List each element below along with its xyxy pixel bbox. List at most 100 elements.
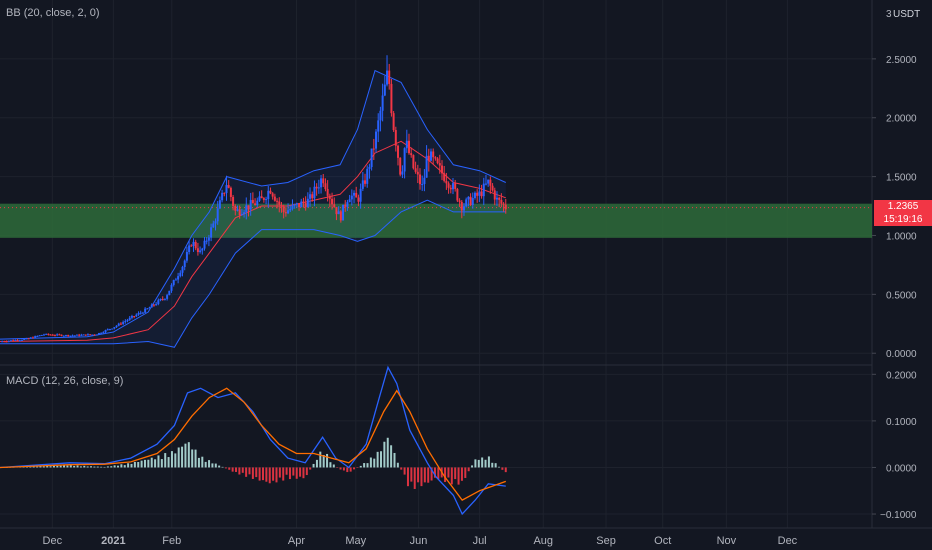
macd-histogram-bar bbox=[319, 451, 322, 468]
candle-body bbox=[144, 308, 147, 313]
candle-body bbox=[271, 193, 274, 197]
candle-body bbox=[36, 335, 39, 337]
candle-body bbox=[267, 190, 270, 200]
candle-body bbox=[278, 201, 281, 205]
candle-body bbox=[69, 335, 72, 337]
candle-body bbox=[399, 157, 402, 175]
candle-body bbox=[42, 334, 45, 336]
macd-tick-label: −0.1000 bbox=[880, 510, 917, 521]
macd-histogram-bar bbox=[494, 463, 497, 468]
candle-body bbox=[89, 334, 92, 336]
candle-body bbox=[91, 334, 94, 336]
candle-body bbox=[45, 333, 48, 335]
candle-body bbox=[379, 110, 382, 121]
candle-body bbox=[265, 199, 268, 201]
macd-histogram-bar bbox=[221, 466, 224, 468]
candle-body bbox=[436, 158, 439, 164]
macd-histogram-bar bbox=[100, 466, 103, 468]
bb-indicator-label[interactable]: BB (20, close, 2, 0) bbox=[6, 7, 100, 19]
support-zone[interactable] bbox=[0, 203, 872, 238]
macd-indicator-label[interactable]: MACD (12, 26, close, 9) bbox=[6, 375, 123, 387]
macd-histogram-bar bbox=[332, 464, 335, 468]
candle-body bbox=[487, 179, 490, 184]
candle-body bbox=[309, 194, 312, 199]
candle-body bbox=[240, 214, 243, 216]
macd-histogram-bar bbox=[187, 442, 190, 468]
candle-body bbox=[317, 187, 320, 189]
candle-body bbox=[172, 280, 175, 285]
macd-histogram-bar bbox=[93, 466, 96, 468]
macd-histogram-bar bbox=[444, 467, 447, 482]
candle-body bbox=[51, 334, 54, 336]
candle-body bbox=[234, 205, 237, 211]
candle-body bbox=[476, 192, 479, 196]
time-axis-label: Dec bbox=[43, 535, 63, 547]
candle-body bbox=[3, 341, 6, 343]
candle-body bbox=[368, 167, 371, 169]
candle-body bbox=[27, 338, 30, 340]
candle-body bbox=[491, 185, 494, 191]
candle-body bbox=[480, 191, 483, 197]
candle-body bbox=[150, 304, 153, 308]
price-tick-label: 1.5000 bbox=[886, 173, 917, 184]
top-tick-label: 3 bbox=[886, 9, 892, 20]
price-tick-label: 2.5000 bbox=[886, 55, 917, 66]
candle-body bbox=[421, 183, 424, 185]
candle-body bbox=[227, 185, 230, 188]
candle-body bbox=[1, 341, 4, 343]
candle-body bbox=[313, 186, 316, 199]
macd-histogram-bar bbox=[184, 443, 187, 468]
candle-body bbox=[456, 188, 459, 201]
macd-histogram-bar bbox=[29, 466, 32, 468]
candle-body bbox=[262, 198, 265, 200]
macd-histogram-bar bbox=[130, 463, 133, 468]
macd-histogram-bar bbox=[484, 459, 487, 468]
candle-body bbox=[194, 241, 197, 249]
macd-histogram-bar bbox=[410, 467, 413, 482]
macd-histogram-bar bbox=[481, 457, 484, 468]
macd-histogram-bar bbox=[56, 465, 59, 468]
candle-body bbox=[291, 205, 294, 209]
candle-body bbox=[157, 300, 160, 305]
macd-histogram-bar bbox=[369, 457, 372, 468]
candle-body bbox=[408, 140, 411, 154]
candle-body bbox=[113, 327, 116, 329]
macd-histogram-bar bbox=[164, 453, 167, 468]
time-axis-label: Nov bbox=[717, 535, 737, 547]
candle-body bbox=[73, 335, 76, 337]
currency-label[interactable]: USDT bbox=[893, 9, 920, 20]
candle-body bbox=[218, 200, 221, 209]
macd-histogram-bar bbox=[66, 465, 69, 468]
candle-body bbox=[280, 204, 283, 207]
candle-body bbox=[390, 83, 393, 114]
macd-histogram-bar bbox=[268, 467, 271, 484]
candle-body bbox=[287, 210, 290, 214]
candle-body bbox=[212, 223, 215, 228]
candle-body bbox=[311, 194, 314, 199]
candle-body bbox=[427, 155, 430, 161]
candle-body bbox=[361, 180, 364, 189]
candle-body bbox=[370, 148, 373, 168]
candle-body bbox=[478, 191, 481, 196]
macd-histogram-bar bbox=[265, 467, 268, 482]
bb-lower-band bbox=[0, 199, 506, 348]
time-axis-label: Apr bbox=[288, 535, 305, 547]
candle-body bbox=[394, 130, 397, 146]
candle-body bbox=[493, 190, 496, 200]
candle-body bbox=[71, 335, 74, 337]
candle-body bbox=[355, 192, 358, 198]
candle-body bbox=[260, 196, 263, 199]
macd-histogram-bar bbox=[143, 459, 146, 468]
macd-histogram-bar bbox=[288, 467, 291, 480]
candle-body bbox=[146, 308, 149, 310]
candle-body bbox=[328, 195, 331, 199]
candle-body bbox=[62, 335, 65, 337]
macd-histogram-bar bbox=[413, 467, 416, 489]
macd-histogram-bar bbox=[356, 467, 359, 468]
macd-histogram-bar bbox=[137, 462, 140, 468]
candle-body bbox=[53, 335, 56, 337]
candle-body bbox=[401, 171, 404, 175]
macd-histogram-bar bbox=[170, 451, 173, 468]
macd-histogram-bar bbox=[275, 467, 278, 483]
